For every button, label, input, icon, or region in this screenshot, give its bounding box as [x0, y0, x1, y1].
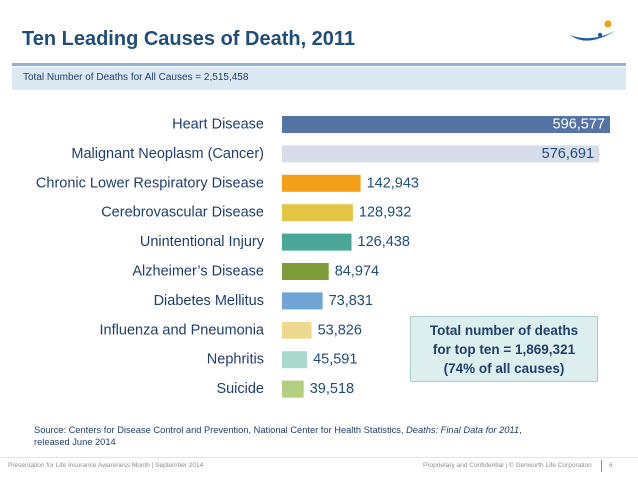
value-label-nephritis: 45,591: [313, 352, 357, 368]
value-label-influenza-and-pneumonia: 53,826: [318, 322, 362, 338]
genworth-logo: [570, 20, 615, 41]
source-suffix: ,: [519, 425, 522, 435]
value-label-unintentional-injury: 126,438: [358, 234, 410, 250]
category-label-unintentional-injury: Unintentional Injury: [140, 234, 265, 250]
bar-malignant-neoplasm-cancer: [282, 145, 600, 163]
subtitle-bar: Total Number of Deaths for All Causes = …: [12, 67, 626, 90]
value-label-heart-disease: 596,577: [553, 117, 605, 133]
source-title: Deaths: Final Data for 2011: [406, 425, 520, 435]
source-note: Source: Centers for Disease Control and …: [34, 425, 619, 448]
total-deaths-subtitle: Total Number of Deaths for All Causes = …: [23, 72, 249, 83]
callout-line-3: (74% of all causes): [443, 361, 565, 376]
header-rule: [12, 63, 626, 66]
callout-line-1: Total number of deaths: [429, 323, 579, 338]
page-number: 6: [609, 462, 613, 469]
category-label-diabetes-mellitus: Diabetes Mellitus: [154, 293, 264, 309]
page-title: Ten Leading Causes of Death, 2011: [22, 28, 356, 50]
value-label-diabetes-mellitus: 73,831: [329, 293, 373, 309]
logo-dot-blue: [597, 32, 603, 38]
footer-rule: [0, 457, 638, 458]
category-label-alzheimer-s-disease: Alzheimer’s Disease: [132, 264, 264, 280]
footer-presentation: Presentation for Life Insurance Awarenes…: [8, 462, 204, 469]
footer-separator: [601, 460, 602, 472]
category-label-heart-disease: Heart Disease: [172, 117, 264, 133]
bar-chronic-lower-respiratory-disease: [282, 174, 361, 192]
bar-nephritis: [282, 351, 308, 369]
bar-alzheimer-s-disease: [282, 263, 329, 280]
bar-influenza-and-pneumonia: [282, 321, 312, 339]
bar-unintentional-injury: [282, 233, 352, 251]
footer-confidential: Proprietary and Confidential | © Genwort…: [423, 462, 592, 469]
value-label-suicide: 39,518: [310, 381, 354, 397]
value-label-cerebrovascular-disease: 128,932: [359, 205, 411, 221]
bar-diabetes-mellitus: [282, 292, 323, 310]
total-callout: Total number of deaths for top ten = 1,8…: [410, 316, 598, 382]
callout-line-2: for top ten = 1,869,321: [432, 342, 576, 357]
value-label-chronic-lower-respiratory-disease: 142,943: [367, 175, 419, 191]
bar-cerebrovascular-disease: [282, 204, 353, 222]
category-label-malignant-neoplasm-cancer: Malignant Neoplasm (Cancer): [71, 146, 264, 162]
category-label-suicide: Suicide: [216, 381, 264, 397]
category-label-nephritis: Nephritis: [207, 352, 264, 368]
category-label-influenza-and-pneumonia: Influenza and Pneumonia: [100, 322, 265, 338]
category-label-cerebrovascular-disease: Cerebrovascular Disease: [101, 205, 264, 221]
bar-heart-disease: [282, 116, 610, 133]
bar-suicide: [282, 380, 304, 398]
category-label-chronic-lower-respiratory-disease: Chronic Lower Respiratory Disease: [36, 175, 264, 191]
value-label-malignant-neoplasm-cancer: 576,691: [542, 146, 594, 162]
value-label-alzheimer-s-disease: 84,974: [335, 264, 379, 280]
logo-swoosh: [570, 31, 615, 41]
source-prefix: Source: Centers for Disease Control and …: [34, 425, 407, 435]
logo-dot-orange: [604, 20, 612, 28]
source-release: released June 2014: [34, 436, 116, 447]
